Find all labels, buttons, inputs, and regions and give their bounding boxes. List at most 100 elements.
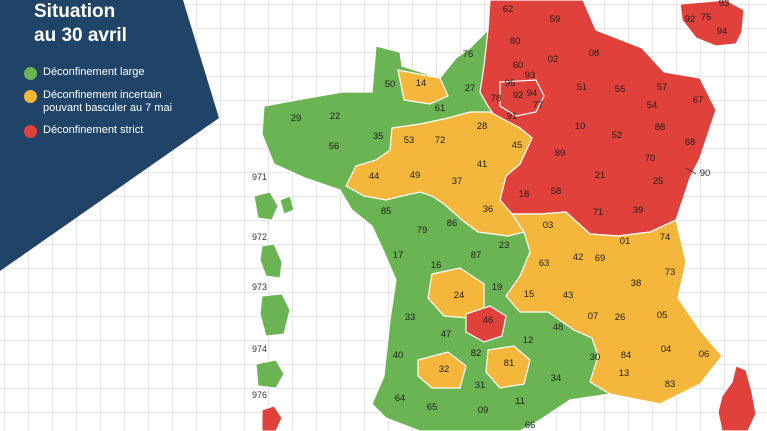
- department-label-40: 40: [393, 350, 404, 361]
- department-label-08: 08: [589, 48, 600, 59]
- department-label-47: 47: [441, 329, 452, 340]
- department-label-80: 80: [510, 36, 521, 47]
- department-label-54: 54: [647, 100, 658, 111]
- overseas-shape-972: [259, 243, 283, 279]
- department-label-32: 32: [439, 364, 450, 375]
- overseas-shape-976: [261, 405, 283, 431]
- overseas-departments: 971 972 973 974 976: [252, 172, 295, 431]
- yellow-zone-gers: [417, 351, 467, 389]
- department-label-78: 78: [491, 93, 502, 104]
- overseas-label-976: 976: [252, 390, 267, 400]
- department-label-87: 87: [471, 250, 482, 261]
- paris-inset-shape: [679, 0, 745, 47]
- department-label-35: 35: [373, 131, 384, 142]
- department-label-09: 09: [478, 405, 489, 416]
- department-label-59: 59: [550, 14, 561, 25]
- department-label-68: 68: [685, 137, 696, 148]
- inset-label-94: 94: [717, 26, 728, 37]
- legend-background: [0, 0, 219, 271]
- department-label-28: 28: [477, 121, 488, 132]
- department-label-71: 71: [593, 207, 604, 218]
- overseas-label-974: 974: [252, 344, 267, 354]
- department-label-03: 03: [543, 220, 554, 231]
- department-label-66: 66: [525, 420, 536, 431]
- department-label-39: 39: [633, 205, 644, 216]
- green-dot-icon: [24, 67, 37, 80]
- overseas-label-971: 971: [252, 172, 267, 182]
- department-label-52: 52: [612, 130, 623, 141]
- department-label-34: 34: [551, 373, 562, 384]
- department-label-11: 11: [515, 396, 525, 407]
- department-label-41: 41: [477, 159, 488, 170]
- department-label-21: 21: [595, 170, 606, 181]
- department-label-60: 60: [513, 60, 524, 71]
- department-label-31: 31: [475, 380, 486, 391]
- overseas-shape-971: [253, 191, 295, 221]
- department-label-86: 86: [447, 218, 458, 229]
- department-label-70: 70: [645, 153, 656, 164]
- red-zone-lot: [465, 305, 507, 343]
- red-dot-icon: [24, 125, 37, 138]
- department-label-24: 24: [454, 290, 465, 301]
- corsica: [717, 365, 757, 431]
- department-label-05: 05: [657, 310, 668, 321]
- department-label-53: 53: [404, 135, 415, 146]
- department-label-90: 90: [700, 168, 711, 179]
- department-label-72: 72: [435, 135, 446, 146]
- department-label-42: 42: [573, 252, 584, 263]
- department-label-45: 45: [512, 140, 523, 151]
- department-label-13: 13: [619, 368, 630, 379]
- overseas-label-973: 973: [252, 282, 267, 292]
- overseas-label-972: 972: [252, 232, 267, 242]
- yellow-dot-icon: [24, 90, 37, 103]
- department-label-17: 17: [393, 250, 404, 261]
- department-label-74: 74: [660, 232, 671, 243]
- department-label-29: 29: [291, 113, 302, 124]
- department-label-50: 50: [385, 79, 396, 90]
- status-regions: [345, 0, 723, 405]
- department-label-67: 67: [693, 95, 704, 106]
- department-label-07: 07: [588, 311, 599, 322]
- department-label-65: 65: [427, 402, 438, 413]
- department-label-10: 10: [575, 121, 586, 132]
- legend-item-label: Déconfinement incertain pouvant basculer…: [43, 89, 173, 114]
- yellow-zone-tarn: [485, 345, 531, 389]
- overseas-shape-973: [259, 293, 291, 337]
- department-label-46: 46: [483, 315, 494, 326]
- department-label-77: 77: [533, 100, 544, 111]
- department-label-30: 30: [590, 352, 601, 363]
- yellow-zone-normandy: [397, 69, 449, 105]
- department-label-95: 95: [505, 78, 516, 89]
- department-label-23: 23: [499, 240, 510, 251]
- department-label-51: 51: [577, 82, 588, 93]
- department-label-38: 38: [631, 278, 642, 289]
- department-label-14: 14: [416, 78, 427, 89]
- department-label-06: 06: [699, 349, 710, 360]
- red-zone-paris: [499, 79, 545, 117]
- yellow-zone-centre-east: [505, 211, 723, 405]
- legend-panel: Situation au 30 avril Déconfinement larg…: [0, 0, 222, 275]
- department-label-76: 76: [463, 49, 474, 60]
- department-label-85: 85: [381, 206, 392, 217]
- department-label-26: 26: [615, 312, 626, 323]
- department-label-91: 91: [507, 111, 518, 122]
- department-label-02: 02: [548, 54, 559, 65]
- legend-item-large: Déconfinement large: [24, 66, 214, 80]
- department-label-44: 44: [369, 171, 380, 182]
- department-label-94: 94: [527, 88, 538, 99]
- department-label-88: 88: [655, 122, 666, 133]
- department-label-69: 69: [595, 253, 606, 264]
- department-label-63: 63: [539, 258, 550, 269]
- corsica-shape: [717, 365, 757, 431]
- department-label-79: 79: [417, 225, 428, 236]
- paris-inset: 92 75 93 94: [679, 0, 745, 47]
- department-label-12: 12: [523, 335, 534, 346]
- department-label-83: 83: [665, 379, 676, 390]
- legend-item-label: Déconfinement strict: [43, 124, 144, 136]
- department-label-27: 27: [465, 83, 476, 94]
- department-label-56: 56: [329, 141, 340, 152]
- overseas-shape-974: [255, 359, 285, 389]
- pointer-line-90: [685, 167, 697, 175]
